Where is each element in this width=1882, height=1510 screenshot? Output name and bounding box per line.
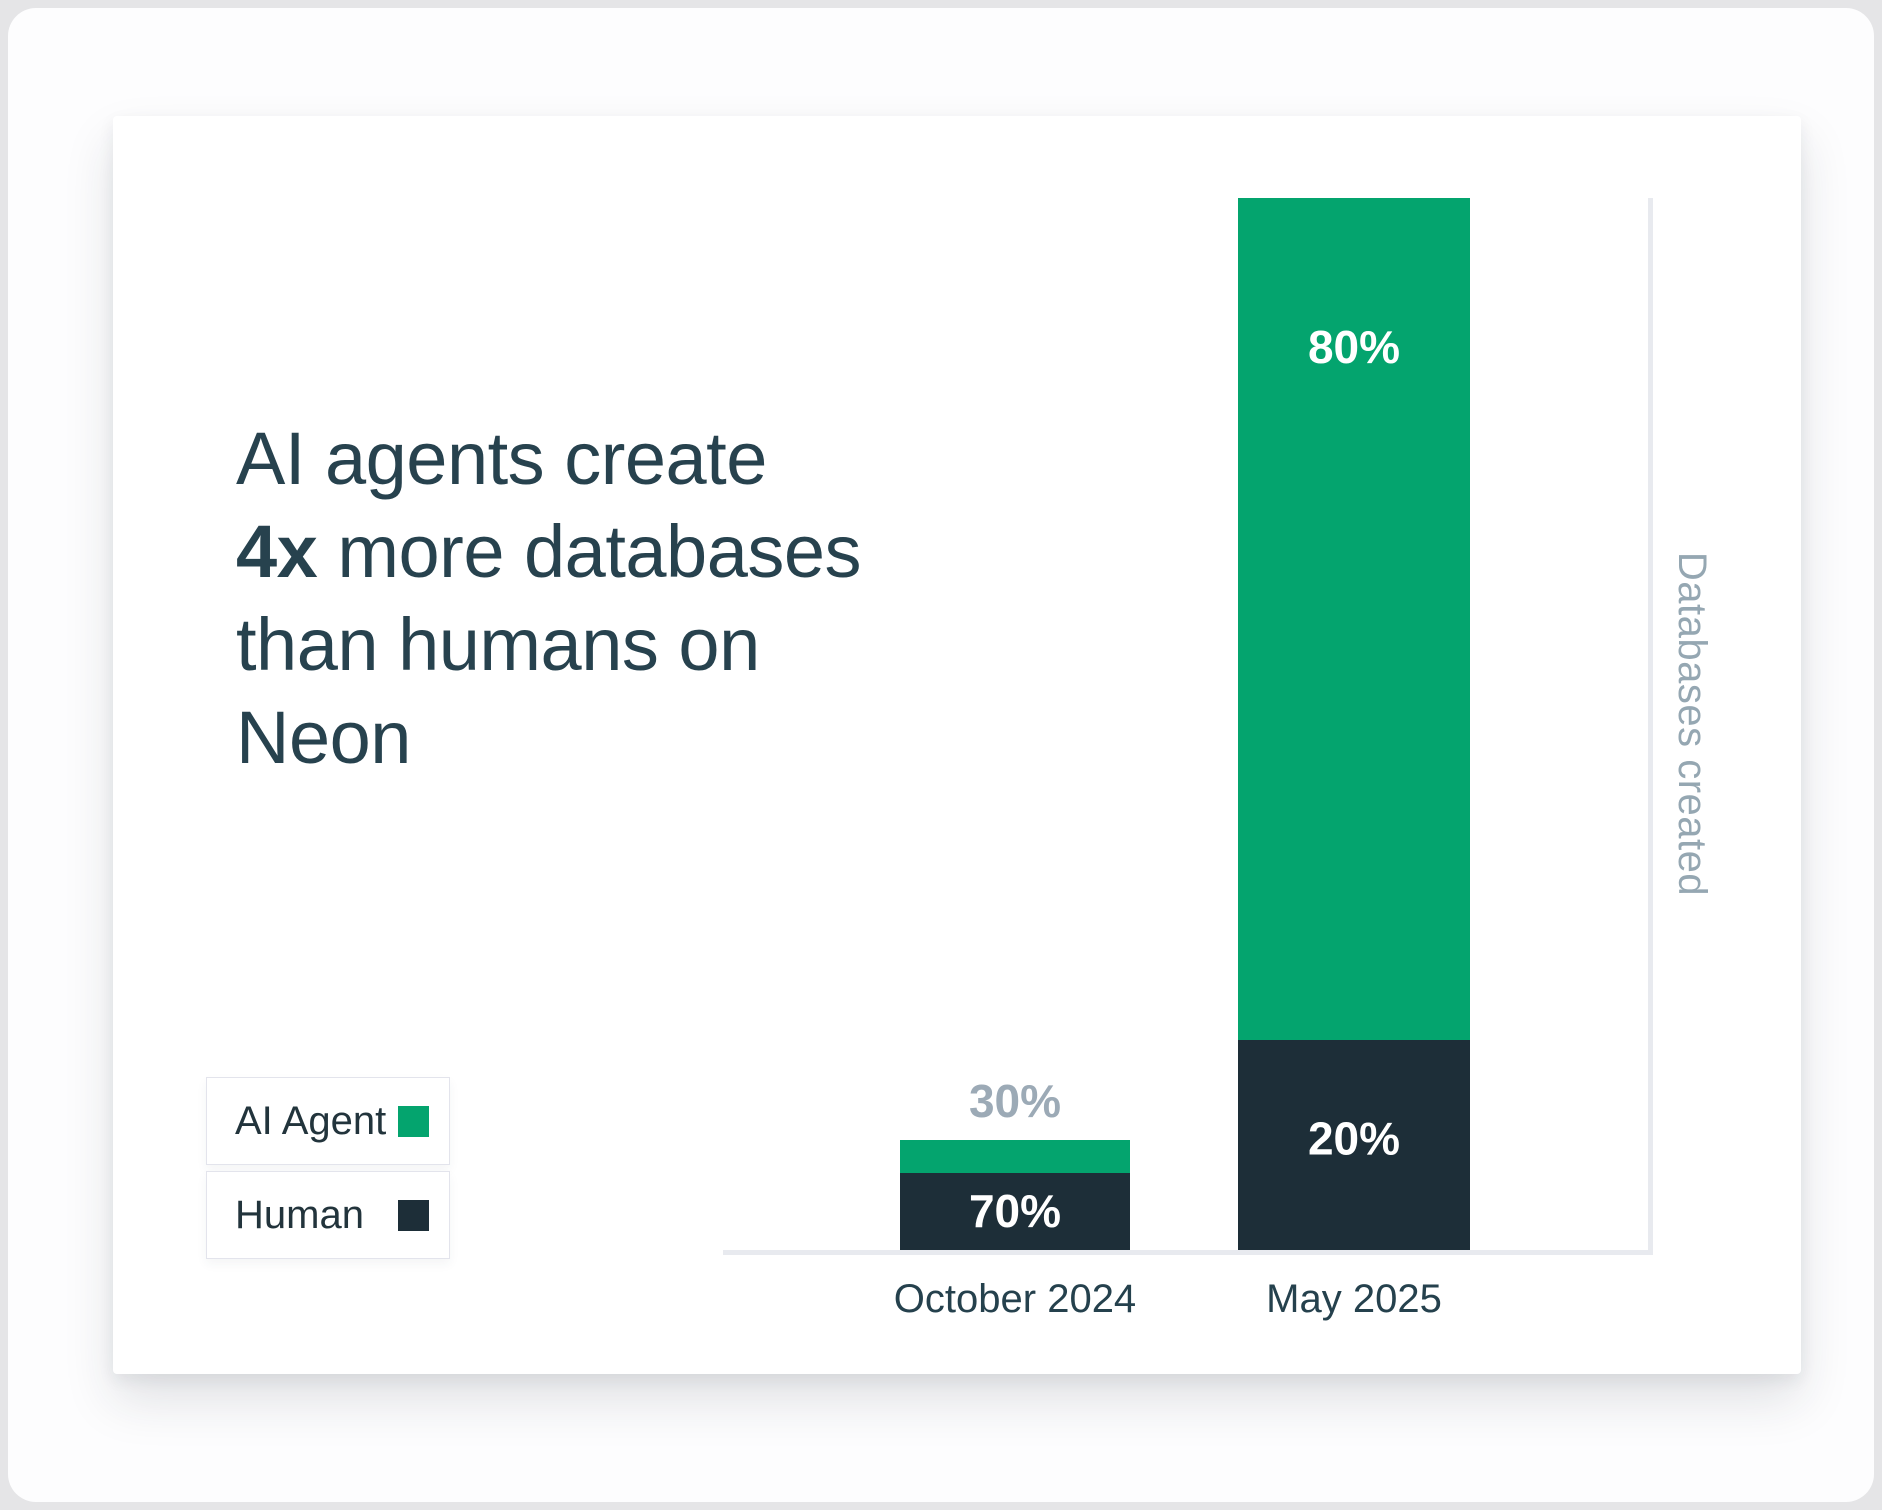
legend: AI Agent Human xyxy=(206,1077,450,1259)
bar-segment-human-october: 70% xyxy=(900,1172,1130,1250)
value-label-ai-agent-may: 80% xyxy=(1307,321,1401,373)
bar-october-2024: 30% 70% xyxy=(900,1075,1130,1250)
legend-item-ai-agent: AI Agent xyxy=(206,1077,450,1165)
app-background: AI agents create 4x more databases than … xyxy=(8,8,1874,1502)
chart-card: AI agents create 4x more databases than … xyxy=(113,116,1801,1374)
title-line-3: than humans on xyxy=(236,603,760,686)
bar-segment-ai-agent-may: 80% xyxy=(1238,198,1470,1040)
plot-area: 30% 70% 80% 20% October 2024 May 2025 Da… xyxy=(723,198,1714,1321)
legend-label-ai-agent: AI Agent xyxy=(235,1098,387,1143)
legend-label-human: Human xyxy=(235,1192,364,1237)
x-tick-may-2025: May 2025 xyxy=(1266,1277,1442,1321)
value-label-human-may: 20% xyxy=(1307,1112,1401,1165)
title-line-1: AI agents create xyxy=(236,417,767,500)
bar-may-2025: 80% 20% xyxy=(1238,198,1470,1250)
legend-swatch-ai-agent xyxy=(398,1105,429,1137)
bar-segment-ai-agent-october xyxy=(900,1139,1130,1173)
title-multiplier-4x: 4x xyxy=(236,510,318,593)
title-line-2: more databases xyxy=(317,510,862,593)
value-label-ai-agent-october: 30% xyxy=(968,1074,1062,1127)
legend-item-human: Human xyxy=(206,1171,450,1259)
bar-segment-human-may: 20% xyxy=(1238,1039,1470,1250)
y-axis-label: Databases created xyxy=(1670,551,1714,897)
title-line-4: Neon xyxy=(236,696,411,779)
value-label-human-october: 70% xyxy=(968,1185,1062,1238)
chart-title: AI agents create 4x more databases than … xyxy=(236,412,996,784)
x-tick-october-2024: October 2024 xyxy=(893,1277,1137,1321)
legend-swatch-human xyxy=(398,1199,429,1231)
